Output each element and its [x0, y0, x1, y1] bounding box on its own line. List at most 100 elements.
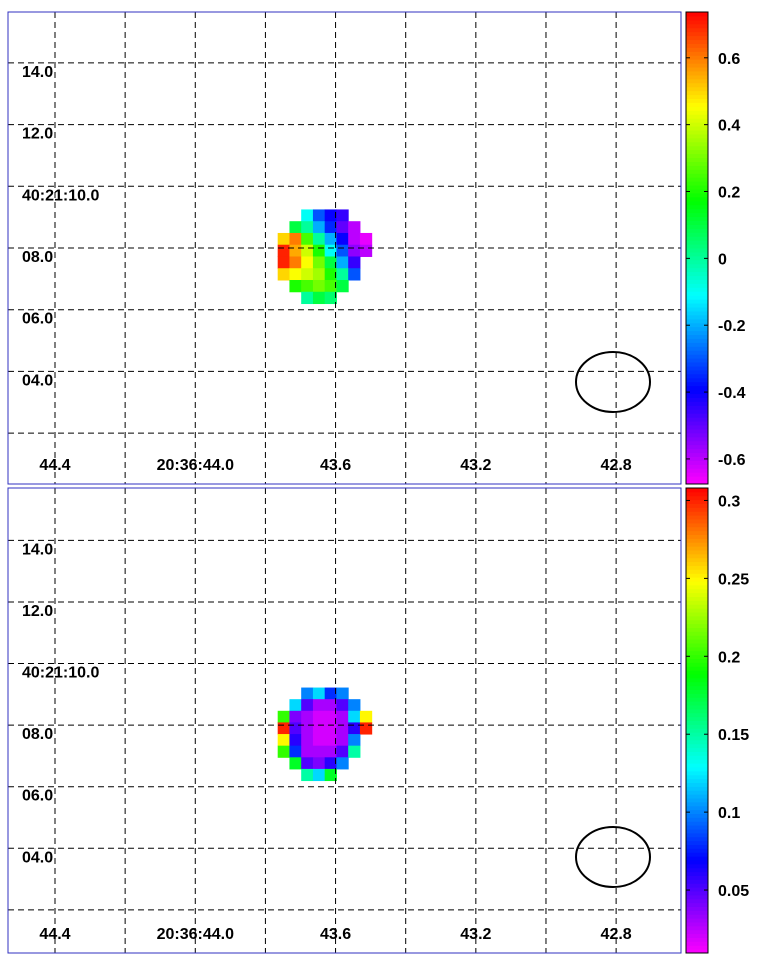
colorbar-swatch	[686, 553, 708, 559]
image-pixel	[336, 221, 349, 234]
colorbar-swatch	[686, 887, 708, 892]
colorbar-swatch	[686, 428, 708, 434]
colorbar-swatch	[686, 165, 708, 170]
colorbar-swatch	[686, 565, 708, 570]
colorbar-swatch	[686, 137, 708, 143]
image-pixel	[277, 232, 290, 246]
image-pixel	[289, 699, 302, 712]
colorbar-swatch	[686, 342, 708, 347]
colorbar-swatch	[686, 236, 708, 241]
colorbar-swatch	[686, 23, 708, 29]
colorbar-swatch	[686, 507, 708, 512]
image-pixel	[359, 244, 373, 257]
colorbar-swatch	[686, 650, 708, 656]
colorbar-swatch	[686, 739, 708, 745]
colorbar-swatch	[686, 949, 708, 954]
colorbar-swatch	[686, 794, 708, 799]
image-pixel	[301, 244, 314, 257]
colorbar-swatch	[686, 600, 708, 605]
image-pixel	[336, 734, 349, 747]
colorbar-swatch	[686, 63, 708, 68]
colorbar-swatch	[686, 774, 708, 780]
colorbar-swatch	[686, 369, 708, 375]
colorbar-swatch	[686, 646, 708, 652]
image-pixel	[336, 244, 349, 257]
colorbar-swatch	[686, 863, 708, 869]
colorbar-swatch	[686, 786, 708, 791]
colorbar-swatch	[686, 240, 708, 245]
image-pixel	[348, 244, 361, 257]
colorbar-swatch	[686, 421, 708, 426]
colorbar-swatch	[686, 821, 708, 826]
colorbar-swatch	[686, 662, 708, 667]
colorbar-swatch	[686, 279, 708, 284]
image-pixel	[324, 268, 337, 281]
image-pixel	[312, 209, 326, 222]
image-pixel	[277, 734, 290, 747]
colorbar-swatch	[686, 476, 708, 481]
colorbar-swatch	[686, 425, 708, 430]
colorbar-swatch	[686, 157, 708, 162]
colorbar-swatch	[686, 310, 708, 316]
colorbar-swatch	[686, 751, 708, 756]
colorbar-swatch	[686, 530, 708, 535]
colorbar-swatch	[686, 330, 708, 336]
colorbar-swatch	[686, 401, 708, 406]
image-pixel	[277, 256, 290, 269]
colorbar-swatch	[686, 389, 708, 395]
colorbar-swatch	[686, 778, 708, 783]
colorbar-label: 0.05	[718, 883, 749, 900]
image-pixel	[312, 699, 326, 712]
colorbar-swatch	[686, 173, 708, 178]
colorbar-swatch	[686, 631, 708, 636]
colorbar-swatch	[686, 397, 708, 402]
image-pixel	[336, 745, 349, 758]
colorbar-swatch	[686, 515, 708, 520]
colorbar-swatch	[686, 358, 708, 363]
image-pixel	[301, 687, 314, 700]
colorbar-swatch	[686, 334, 708, 339]
colorbar-swatch	[686, 303, 708, 308]
image-pixel	[359, 710, 373, 723]
colorbar-swatch	[686, 503, 708, 508]
colorbar-swatch	[686, 338, 708, 343]
colorbar-label: 0	[718, 251, 727, 268]
colorbar-swatch	[686, 755, 708, 760]
colorbar-swatch	[686, 322, 708, 328]
colorbar-swatch	[686, 929, 708, 935]
colorbar-swatch	[686, 318, 708, 324]
x-tick-label: 43.2	[460, 457, 491, 474]
colorbar-swatch	[686, 19, 708, 25]
colorbar-swatch	[686, 813, 708, 818]
colorbar-swatch	[686, 118, 708, 123]
image-pixel	[289, 256, 302, 269]
image-pixel	[312, 722, 326, 735]
colorbar-swatch	[686, 98, 708, 103]
y-tick-label: 08.0	[22, 249, 53, 266]
colorbar-swatch	[686, 937, 708, 942]
y-tick-label: 04.0	[22, 849, 53, 866]
y-tick-label: 06.0	[22, 788, 53, 805]
image-pixel	[301, 291, 314, 305]
colorbar-swatch	[686, 767, 708, 772]
colorbar-swatch	[686, 299, 708, 304]
colorbar-swatch	[686, 185, 708, 190]
colorbar-swatch	[686, 809, 708, 814]
x-tick-label: 20:36:44.0	[157, 926, 234, 943]
colorbar-swatch	[686, 871, 708, 876]
image-pixel	[301, 699, 314, 712]
y-tick-label: 40:21:10.0	[22, 665, 99, 682]
colorbar-swatch	[686, 436, 708, 442]
colorbar-label: 0.6	[718, 51, 740, 68]
colorbar-swatch	[686, 224, 708, 229]
colorbar-swatch	[686, 790, 708, 795]
colorbar-swatch	[686, 181, 708, 186]
colorbar-swatch	[686, 326, 708, 332]
colorbar-swatch	[686, 456, 708, 461]
image-pixel	[301, 710, 314, 723]
image-pixel	[324, 734, 337, 747]
colorbar-swatch	[686, 409, 708, 414]
colorbar-swatch	[686, 212, 708, 218]
colorbar-swatch	[686, 94, 708, 100]
colorbar-swatch	[686, 43, 708, 48]
